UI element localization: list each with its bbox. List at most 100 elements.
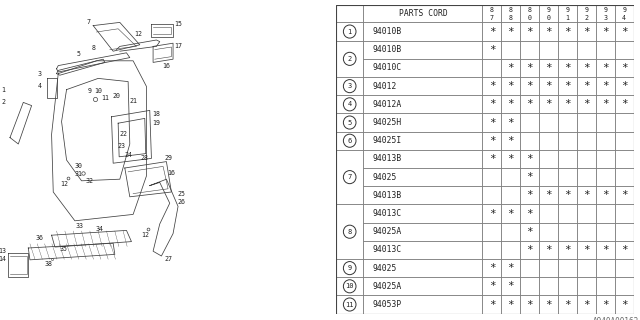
Text: *: * xyxy=(508,63,514,73)
Text: *: * xyxy=(621,81,627,91)
Text: *: * xyxy=(564,63,571,73)
Bar xyxy=(364,259,483,277)
Bar xyxy=(520,59,539,77)
Text: 30: 30 xyxy=(74,164,82,169)
Bar xyxy=(483,277,501,295)
Text: *: * xyxy=(602,99,609,109)
Text: *: * xyxy=(564,99,571,109)
Text: 2: 2 xyxy=(348,56,352,62)
Bar xyxy=(520,5,539,22)
Text: 94025: 94025 xyxy=(372,264,397,273)
Bar xyxy=(483,259,501,277)
Text: 11: 11 xyxy=(346,301,354,308)
Text: 9: 9 xyxy=(88,88,92,94)
Bar xyxy=(364,241,483,259)
Bar xyxy=(364,168,483,186)
Bar xyxy=(336,295,364,314)
Text: *: * xyxy=(583,300,589,309)
Bar xyxy=(483,168,501,186)
Bar xyxy=(596,241,614,259)
Bar xyxy=(596,132,614,150)
Bar xyxy=(596,204,614,223)
Bar xyxy=(596,168,614,186)
Bar xyxy=(577,204,596,223)
Bar xyxy=(520,168,539,186)
Bar xyxy=(539,168,558,186)
Text: *: * xyxy=(527,63,533,73)
Text: *: * xyxy=(508,209,514,219)
Bar xyxy=(501,186,520,204)
Bar xyxy=(501,259,520,277)
Bar xyxy=(539,132,558,150)
Text: 5: 5 xyxy=(76,52,80,57)
Text: 16: 16 xyxy=(163,63,170,68)
Bar xyxy=(539,223,558,241)
Text: 4: 4 xyxy=(38,84,42,89)
Bar xyxy=(520,204,539,223)
Bar xyxy=(558,5,577,22)
Bar xyxy=(596,77,614,95)
Text: 18: 18 xyxy=(152,111,161,116)
Bar xyxy=(596,22,614,41)
Bar xyxy=(539,113,558,132)
Bar xyxy=(501,113,520,132)
Text: *: * xyxy=(508,300,514,309)
Bar xyxy=(596,113,614,132)
Bar xyxy=(539,150,558,168)
Bar xyxy=(614,41,634,59)
Text: *: * xyxy=(488,45,495,55)
Text: 31: 31 xyxy=(74,172,82,177)
Text: 33: 33 xyxy=(76,223,84,228)
Text: 1: 1 xyxy=(1,87,5,92)
Bar xyxy=(577,241,596,259)
Text: *: * xyxy=(583,99,589,109)
Text: *: * xyxy=(508,263,514,273)
Text: 11: 11 xyxy=(101,95,109,100)
Text: *: * xyxy=(545,300,552,309)
Bar xyxy=(614,259,634,277)
Bar xyxy=(520,277,539,295)
Text: 94013C: 94013C xyxy=(372,245,401,254)
Text: 94013B: 94013B xyxy=(372,191,401,200)
Bar xyxy=(614,95,634,113)
Bar xyxy=(336,113,364,132)
Bar xyxy=(558,295,577,314)
Bar xyxy=(614,295,634,314)
Bar xyxy=(577,168,596,186)
Bar xyxy=(501,77,520,95)
Text: *: * xyxy=(602,81,609,91)
Text: 94010B: 94010B xyxy=(372,45,401,54)
Text: *: * xyxy=(621,63,627,73)
Bar xyxy=(483,132,501,150)
Bar xyxy=(501,150,520,168)
Bar xyxy=(539,259,558,277)
Bar xyxy=(520,132,539,150)
Text: 9: 9 xyxy=(584,7,588,13)
Text: *: * xyxy=(527,300,533,309)
Text: 24: 24 xyxy=(124,152,132,158)
Bar xyxy=(520,22,539,41)
Bar xyxy=(520,186,539,204)
Bar xyxy=(577,95,596,113)
Text: 22: 22 xyxy=(119,132,127,137)
Bar xyxy=(483,41,501,59)
Text: 26: 26 xyxy=(177,199,186,204)
Text: *: * xyxy=(488,136,495,146)
Bar xyxy=(558,168,577,186)
Bar xyxy=(577,77,596,95)
Text: *: * xyxy=(488,209,495,219)
Bar xyxy=(483,5,501,22)
Text: *: * xyxy=(583,27,589,36)
Bar xyxy=(364,223,483,241)
Text: *: * xyxy=(621,245,627,255)
Bar xyxy=(596,150,614,168)
Text: *: * xyxy=(527,172,533,182)
Text: *: * xyxy=(621,300,627,309)
Bar xyxy=(577,59,596,77)
Bar xyxy=(520,95,539,113)
Bar xyxy=(577,295,596,314)
Text: *: * xyxy=(602,300,609,309)
Text: 12: 12 xyxy=(141,232,148,238)
Text: 23: 23 xyxy=(118,143,125,148)
Text: 14: 14 xyxy=(0,256,6,261)
